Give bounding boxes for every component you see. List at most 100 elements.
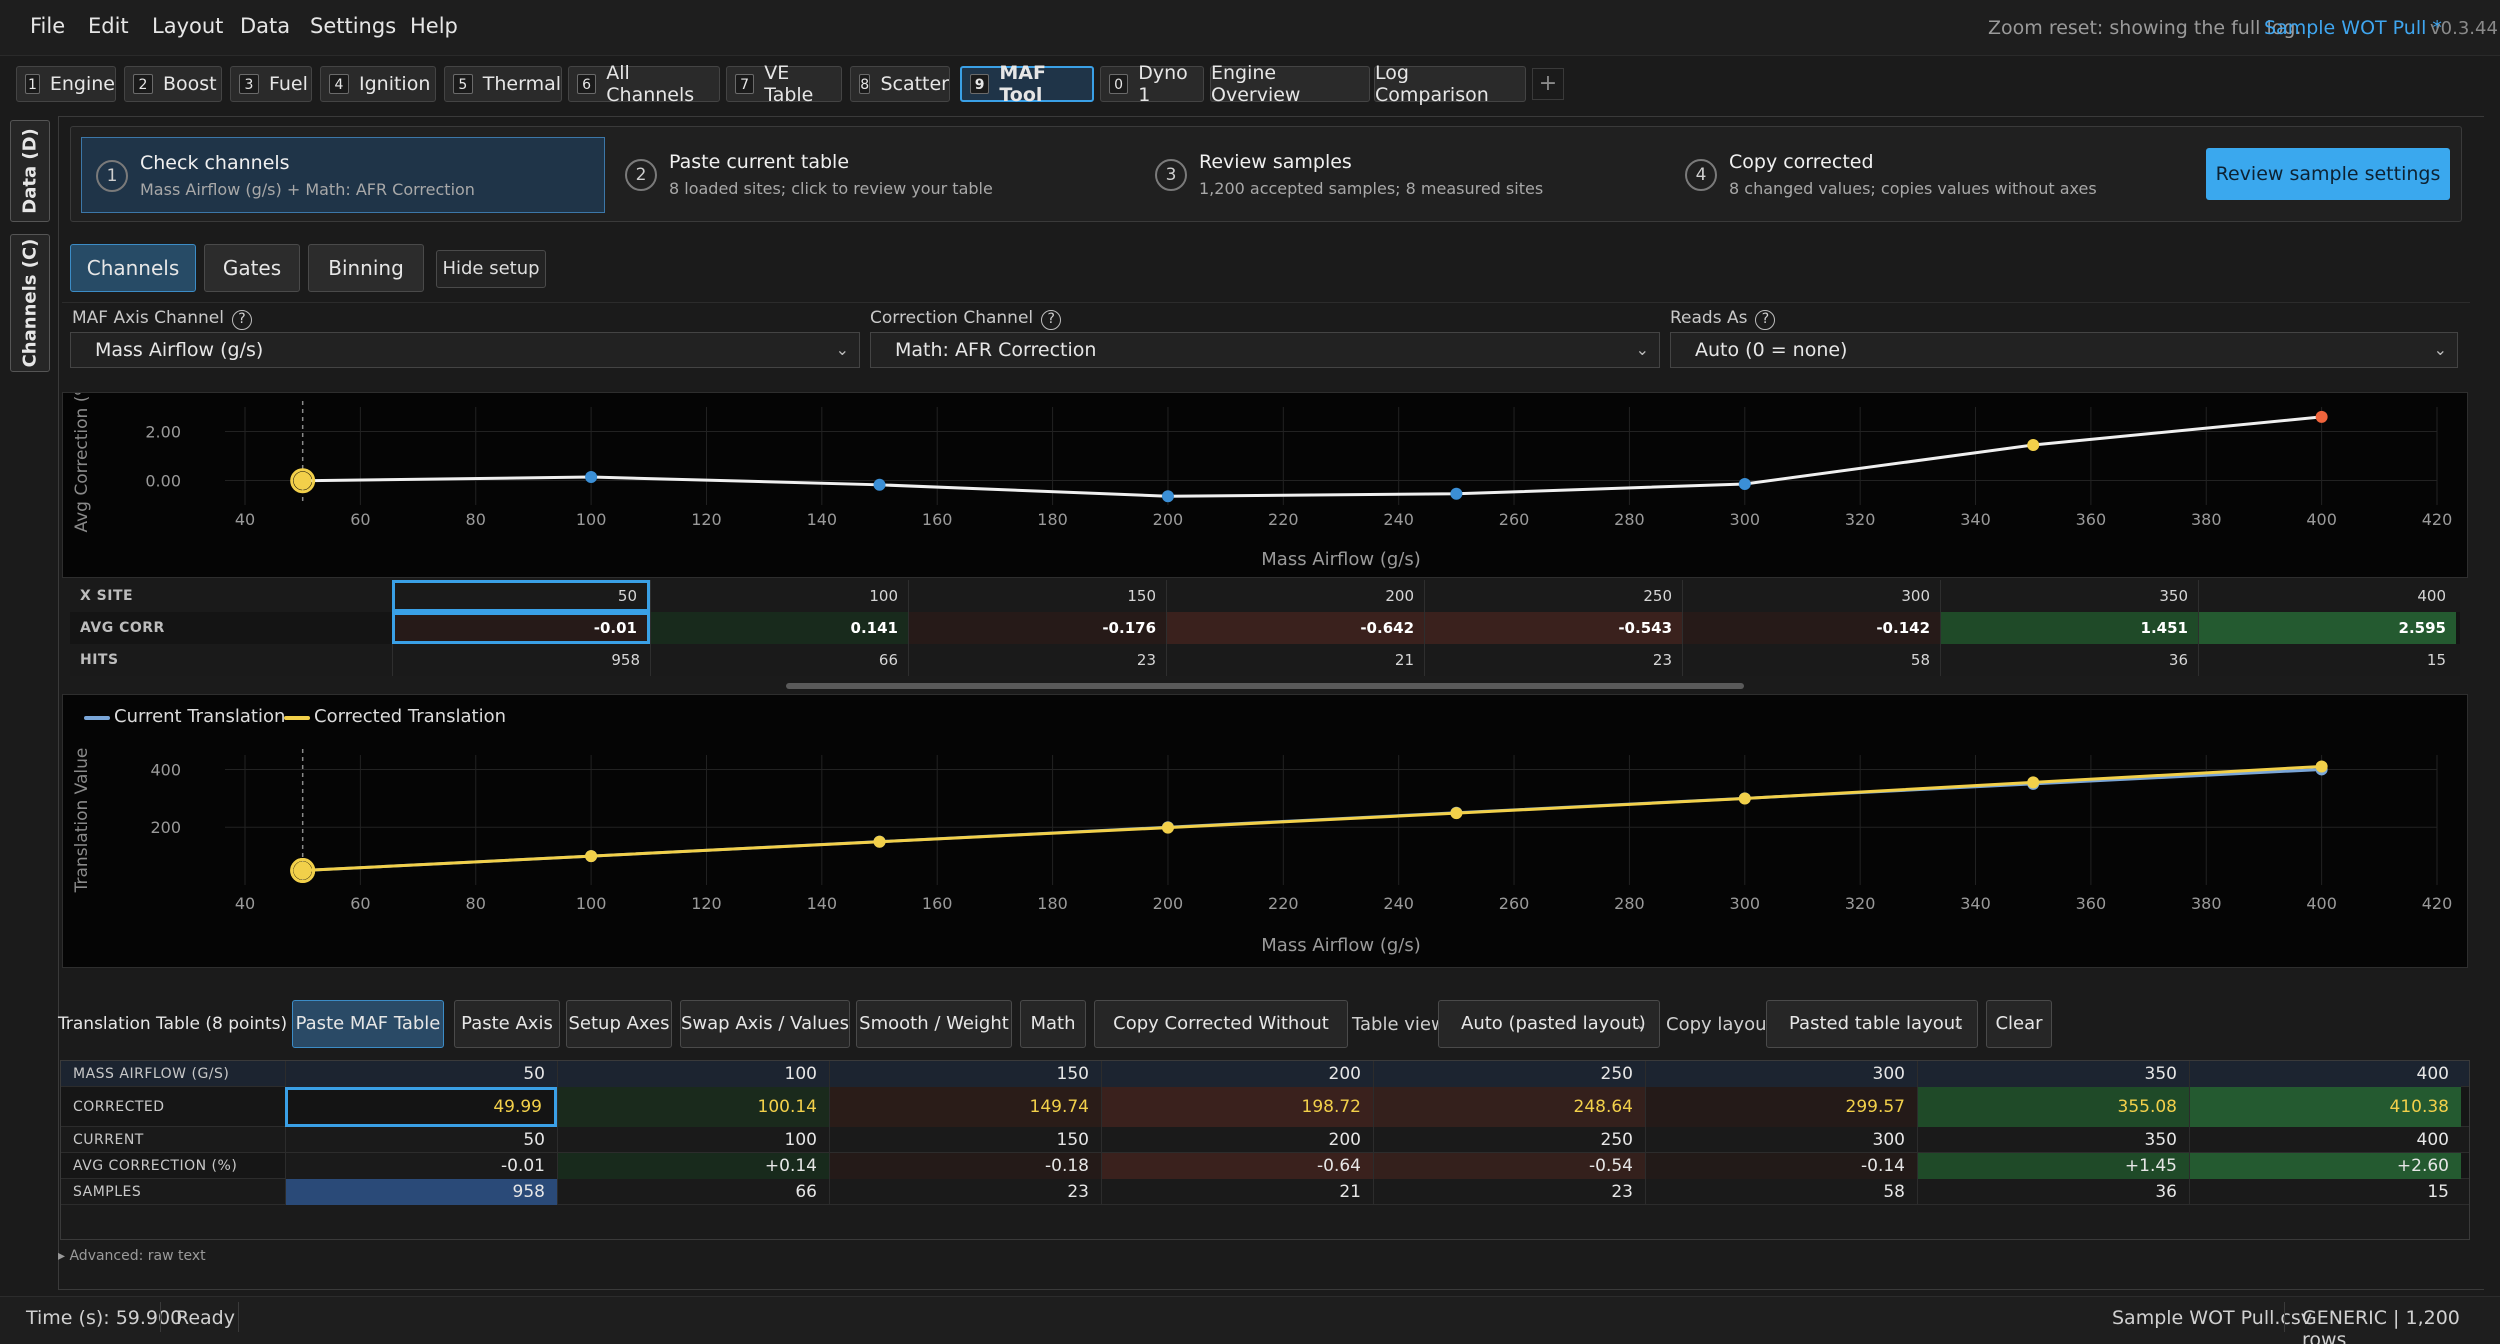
translation-cell[interactable]: -0.14: [1645, 1153, 1917, 1179]
translation-cell[interactable]: 350: [1917, 1127, 2189, 1153]
mini-table-cell[interactable]: -0.176: [908, 612, 1166, 644]
translation-cell[interactable]: 250: [1373, 1127, 1645, 1153]
mini-table-cell[interactable]: -0.642: [1166, 612, 1424, 644]
tab-ignition[interactable]: 4 Ignition: [320, 66, 436, 102]
mini-table-cell[interactable]: 0.141: [650, 612, 908, 644]
translation-cell[interactable]: 350: [1917, 1061, 2189, 1087]
tab-boost[interactable]: 2 Boost: [124, 66, 222, 102]
step-copy-corrected[interactable]: 4 Copy corrected 8 changed values; copie…: [1671, 137, 2191, 213]
mini-table-cell[interactable]: 1.451: [1940, 612, 2198, 644]
mini-table-cell[interactable]: -0.543: [1424, 612, 1682, 644]
avg-correction-chart[interactable]: 40 60 80 100 120 140 160 180 200 220 240 260 280 300 3…: [62, 379, 2469, 579]
translation-cell[interactable]: 400: [2189, 1061, 2461, 1087]
help-icon[interactable]: ?: [231, 310, 252, 330]
translation-cell[interactable]: 200: [1101, 1127, 1373, 1153]
translation-cell[interactable]: +0.14: [557, 1153, 829, 1179]
help-icon[interactable]: ?: [1041, 310, 1062, 330]
avg-correction-plot[interactable]: 40 60 80 100 120 140 160 180 200 220 240 260 280 300 3…: [63, 379, 2469, 579]
mini-table-cell[interactable]: 15: [2198, 644, 2456, 676]
paste-axis-button[interactable]: Paste Axis: [454, 1000, 560, 1048]
translation-cell[interactable]: +1.45: [1917, 1153, 2189, 1179]
mini-table-cell[interactable]: 958: [392, 644, 650, 676]
translation-cell[interactable]: 250: [1373, 1061, 1645, 1087]
translation-cell[interactable]: 400: [2189, 1127, 2461, 1153]
translation-cell[interactable]: +2.60: [2189, 1153, 2461, 1179]
translation-cell[interactable]: -0.01: [285, 1153, 557, 1179]
mini-table-cell[interactable]: 100: [650, 580, 908, 612]
mini-table-cell[interactable]: 23: [908, 644, 1166, 676]
mini-table-cell[interactable]: 36: [1940, 644, 2198, 676]
menu-data[interactable]: Data: [240, 14, 291, 38]
mini-table-cell[interactable]: 21: [1166, 644, 1424, 676]
translation-cell[interactable]: 150: [829, 1127, 1101, 1153]
mini-table-cell[interactable]: 300: [1682, 580, 1940, 612]
add-tab-button[interactable]: +: [1532, 68, 1564, 100]
translation-cell[interactable]: 100.14: [557, 1087, 829, 1127]
menu-layout[interactable]: Layout: [152, 14, 224, 38]
translation-cell[interactable]: 355.08: [1917, 1087, 2189, 1127]
translation-cell[interactable]: 23: [829, 1179, 1101, 1205]
setup-axes-button[interactable]: Setup Axes: [566, 1000, 672, 1048]
step-review-samples[interactable]: 3 Review samples 1,200 accepted samples;…: [1141, 137, 1661, 213]
translation-cell[interactable]: 410.38: [2189, 1087, 2461, 1127]
tab-engine-overview[interactable]: Engine Overview: [1210, 62, 1370, 106]
translation-cell[interactable]: 149.74: [829, 1087, 1101, 1127]
translation-cell[interactable]: -0.64: [1101, 1153, 1373, 1179]
table-view-select[interactable]: Auto (pasted layout) ⌄: [1438, 1000, 1660, 1048]
mini-table-cell[interactable]: 400: [2198, 580, 2456, 612]
translation-cell[interactable]: 49.99: [285, 1087, 557, 1127]
copy-layout-select[interactable]: Pasted table layout ⌄: [1766, 1000, 1978, 1048]
mini-table-cell[interactable]: 58: [1682, 644, 1940, 676]
translation-cell[interactable]: 100: [557, 1127, 829, 1153]
horizontal-scrollbar[interactable]: [786, 683, 1744, 689]
translation-cell[interactable]: -0.54: [1373, 1153, 1645, 1179]
tab-ve-table[interactable]: 7 VE Table: [726, 62, 842, 106]
open-file-name[interactable]: Sample WOT Pull *: [2264, 17, 2442, 39]
mini-table-cell[interactable]: 2.595: [2198, 612, 2456, 644]
maf-axis-channel-select[interactable]: Mass Airflow (g/s) ⌄: [70, 332, 860, 368]
tab-all-channels[interactable]: 6 All Channels: [568, 62, 720, 106]
smooth-weight-button[interactable]: Smooth / Weight: [856, 1000, 1012, 1048]
translation-plot[interactable]: 40 60 80 100 120 140 160 180 200 220 240 260 280 300 3…: [63, 695, 2469, 969]
translation-cell[interactable]: 100: [557, 1061, 829, 1087]
copy-corrected-without-axes-button[interactable]: Copy Corrected Without Axes: [1094, 1000, 1348, 1080]
translation-cell[interactable]: 248.64: [1373, 1087, 1645, 1127]
advanced-raw-text-toggle[interactable]: ▸ Advanced: raw text: [58, 1248, 206, 1264]
translation-cell[interactable]: 21: [1101, 1179, 1373, 1205]
tab-thermal[interactable]: 5 Thermal: [444, 66, 562, 102]
step-check-channels[interactable]: 1 Check channels Mass Airflow (g/s) + Ma…: [81, 137, 605, 213]
translation-cell[interactable]: 50: [285, 1061, 557, 1087]
translation-chart[interactable]: 40 60 80 100 120 140 160 180 200 220 240 260 280 300 3…: [62, 694, 2468, 968]
tab-fuel[interactable]: 3 Fuel: [230, 66, 312, 102]
translation-cell[interactable]: 15: [2189, 1179, 2461, 1205]
setup-tab-channels[interactable]: Channels: [70, 244, 196, 292]
review-sample-settings-button[interactable]: Review sample settings: [2206, 148, 2450, 200]
clear-button[interactable]: Clear: [1986, 1000, 2052, 1048]
translation-cell[interactable]: 958: [285, 1179, 557, 1205]
setup-tab-gates[interactable]: Gates: [204, 244, 300, 292]
help-icon[interactable]: ?: [1755, 310, 1776, 330]
correction-channel-select[interactable]: Math: AFR Correction ⌄: [870, 332, 1660, 368]
mini-table-cell[interactable]: -0.01: [392, 612, 650, 644]
tab-engine[interactable]: 1 Engine: [16, 66, 116, 102]
tab-log-comparison[interactable]: Log Comparison: [1374, 62, 1526, 106]
translation-cell[interactable]: 50: [285, 1127, 557, 1153]
mini-table-cell[interactable]: 66: [650, 644, 908, 676]
swap-axis-values-button[interactable]: Swap Axis / Values: [680, 1000, 850, 1048]
translation-cell[interactable]: 299.57: [1645, 1087, 1917, 1127]
menu-help[interactable]: Help: [410, 14, 458, 38]
translation-cell[interactable]: 150: [829, 1061, 1101, 1087]
mini-table-cell[interactable]: 23: [1424, 644, 1682, 676]
menu-edit[interactable]: Edit: [88, 14, 129, 38]
mini-table-cell[interactable]: 250: [1424, 580, 1682, 612]
translation-cell[interactable]: 23: [1373, 1179, 1645, 1205]
tab-maf-tool[interactable]: 9 MAF Tool: [960, 62, 1094, 106]
mini-table-cell[interactable]: -0.142: [1682, 612, 1940, 644]
mini-table-cell[interactable]: 150: [908, 580, 1166, 612]
translation-cell[interactable]: 300: [1645, 1127, 1917, 1153]
translation-cell[interactable]: -0.18: [829, 1153, 1101, 1179]
mini-table-cell[interactable]: 200: [1166, 580, 1424, 612]
mini-table-cell[interactable]: 50: [392, 580, 650, 612]
mini-table-cell[interactable]: 350: [1940, 580, 2198, 612]
paste-maf-table-button[interactable]: Paste MAF Table: [292, 1000, 444, 1048]
